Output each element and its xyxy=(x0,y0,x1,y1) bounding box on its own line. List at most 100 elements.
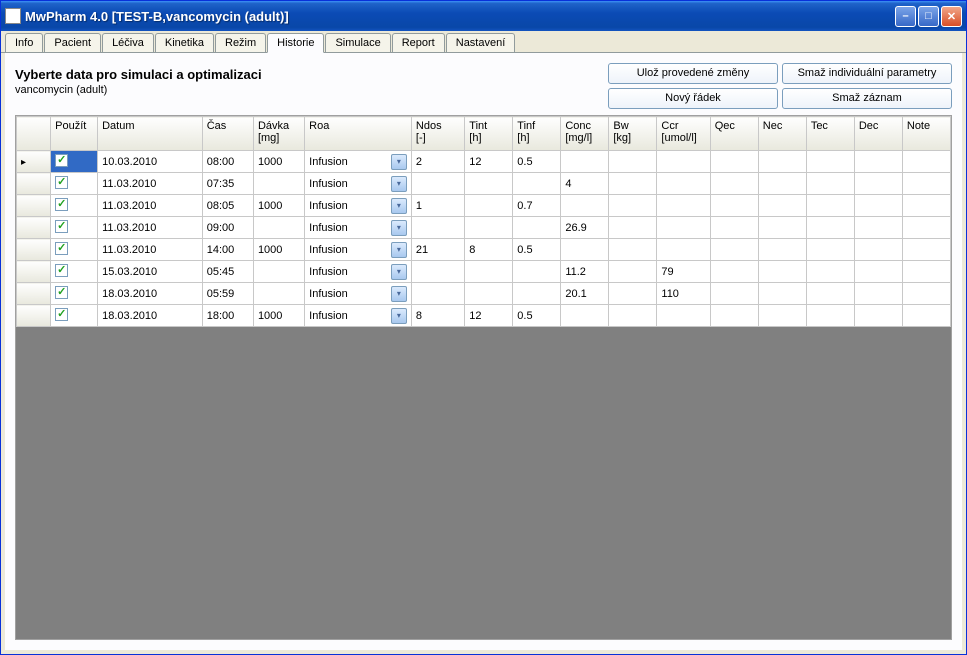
col-dose[interactable]: Dávka [mg] xyxy=(253,117,304,151)
cell-qec[interactable] xyxy=(710,261,758,283)
tab-pacient[interactable]: Pacient xyxy=(44,33,101,52)
cell-nec[interactable] xyxy=(758,305,806,327)
chevron-down-icon[interactable]: ▾ xyxy=(391,308,407,324)
cell-roa[interactable]: Infusion▾ xyxy=(305,217,412,239)
cell-tinf[interactable] xyxy=(513,217,561,239)
chevron-down-icon[interactable]: ▾ xyxy=(391,198,407,214)
chevron-down-icon[interactable]: ▾ xyxy=(391,286,407,302)
table-row[interactable]: 15.03.201005:45Infusion▾11.279 xyxy=(17,261,951,283)
cell-tinf[interactable]: 0.5 xyxy=(513,239,561,261)
cell-qec[interactable] xyxy=(710,195,758,217)
row-header[interactable] xyxy=(17,261,51,283)
cell-ndos[interactable] xyxy=(411,261,464,283)
cell-dec[interactable] xyxy=(854,173,902,195)
cell-note[interactable] xyxy=(902,173,950,195)
table-row[interactable]: 11.03.201009:00Infusion▾26.9 xyxy=(17,217,951,239)
cell-dec[interactable] xyxy=(854,305,902,327)
cell-bw[interactable] xyxy=(609,239,657,261)
cell-ccr[interactable] xyxy=(657,195,710,217)
cell-tinf[interactable]: 0.5 xyxy=(513,305,561,327)
cell-date[interactable]: 11.03.2010 xyxy=(98,173,203,195)
cell-tint[interactable] xyxy=(465,217,513,239)
cell-bw[interactable] xyxy=(609,195,657,217)
cell-dose[interactable]: 1000 xyxy=(253,195,304,217)
maximize-button[interactable]: □ xyxy=(918,6,939,27)
cell-dec[interactable] xyxy=(854,239,902,261)
use-checkbox[interactable] xyxy=(55,242,68,255)
cell-use[interactable] xyxy=(51,305,98,327)
cell-nec[interactable] xyxy=(758,173,806,195)
cell-date[interactable]: 10.03.2010 xyxy=(98,151,203,173)
use-checkbox[interactable] xyxy=(55,176,68,189)
cell-dose[interactable] xyxy=(253,217,304,239)
cell-roa[interactable]: Infusion▾ xyxy=(305,305,412,327)
cell-roa[interactable]: Infusion▾ xyxy=(305,283,412,305)
cell-nec[interactable] xyxy=(758,217,806,239)
chevron-down-icon[interactable]: ▾ xyxy=(391,242,407,258)
col-roa[interactable]: Roa xyxy=(305,117,412,151)
cell-time[interactable]: 14:00 xyxy=(202,239,253,261)
cell-dec[interactable] xyxy=(854,217,902,239)
table-row[interactable]: 18.03.201005:59Infusion▾20.1110 xyxy=(17,283,951,305)
cell-tint[interactable] xyxy=(465,283,513,305)
cell-tec[interactable] xyxy=(806,261,854,283)
col-tec[interactable]: Tec xyxy=(806,117,854,151)
col-dec[interactable]: Dec xyxy=(854,117,902,151)
cell-tec[interactable] xyxy=(806,195,854,217)
use-checkbox[interactable] xyxy=(55,264,68,277)
cell-use[interactable] xyxy=(51,283,98,305)
col-ndos[interactable]: Ndos [-] xyxy=(411,117,464,151)
cell-date[interactable]: 18.03.2010 xyxy=(98,283,203,305)
cell-tec[interactable] xyxy=(806,283,854,305)
cell-qec[interactable] xyxy=(710,283,758,305)
cell-tec[interactable] xyxy=(806,305,854,327)
cell-date[interactable]: 15.03.2010 xyxy=(98,261,203,283)
cell-conc[interactable]: 11.2 xyxy=(561,261,609,283)
cell-qec[interactable] xyxy=(710,151,758,173)
use-checkbox[interactable] xyxy=(55,308,68,321)
row-header[interactable] xyxy=(17,217,51,239)
delete-indiv-button[interactable]: Smaž individuální parametry xyxy=(782,63,952,84)
col-note[interactable]: Note xyxy=(902,117,950,151)
cell-dose[interactable] xyxy=(253,283,304,305)
cell-tint[interactable]: 12 xyxy=(465,151,513,173)
cell-ndos[interactable] xyxy=(411,217,464,239)
cell-ccr[interactable] xyxy=(657,217,710,239)
cell-nec[interactable] xyxy=(758,261,806,283)
cell-bw[interactable] xyxy=(609,173,657,195)
chevron-down-icon[interactable]: ▾ xyxy=(391,220,407,236)
cell-roa[interactable]: Infusion▾ xyxy=(305,195,412,217)
tab-info[interactable]: Info xyxy=(5,33,43,52)
cell-conc[interactable]: 26.9 xyxy=(561,217,609,239)
cell-tint[interactable] xyxy=(465,261,513,283)
tab-report[interactable]: Report xyxy=(392,33,445,52)
col-time[interactable]: Čas xyxy=(202,117,253,151)
delete-record-button[interactable]: Smaž záznam xyxy=(782,88,952,109)
cell-roa[interactable]: Infusion▾ xyxy=(305,173,412,195)
cell-roa[interactable]: Infusion▾ xyxy=(305,239,412,261)
cell-tec[interactable] xyxy=(806,151,854,173)
cell-use[interactable] xyxy=(51,151,98,173)
tab-simulace[interactable]: Simulace xyxy=(325,33,390,52)
cell-ndos[interactable]: 21 xyxy=(411,239,464,261)
cell-dose[interactable] xyxy=(253,261,304,283)
tab-léčiva[interactable]: Léčiva xyxy=(102,33,154,52)
chevron-down-icon[interactable]: ▾ xyxy=(391,154,407,170)
cell-tinf[interactable]: 0.5 xyxy=(513,151,561,173)
col-date[interactable]: Datum xyxy=(98,117,203,151)
cell-dec[interactable] xyxy=(854,151,902,173)
cell-time[interactable]: 08:05 xyxy=(202,195,253,217)
cell-conc[interactable] xyxy=(561,239,609,261)
cell-note[interactable] xyxy=(902,305,950,327)
cell-dec[interactable] xyxy=(854,261,902,283)
cell-time[interactable]: 09:00 xyxy=(202,217,253,239)
cell-ndos[interactable] xyxy=(411,283,464,305)
cell-tinf[interactable]: 0.7 xyxy=(513,195,561,217)
cell-dose[interactable]: 1000 xyxy=(253,239,304,261)
cell-qec[interactable] xyxy=(710,305,758,327)
cell-time[interactable]: 08:00 xyxy=(202,151,253,173)
cell-qec[interactable] xyxy=(710,239,758,261)
cell-bw[interactable] xyxy=(609,151,657,173)
cell-use[interactable] xyxy=(51,195,98,217)
cell-nec[interactable] xyxy=(758,283,806,305)
